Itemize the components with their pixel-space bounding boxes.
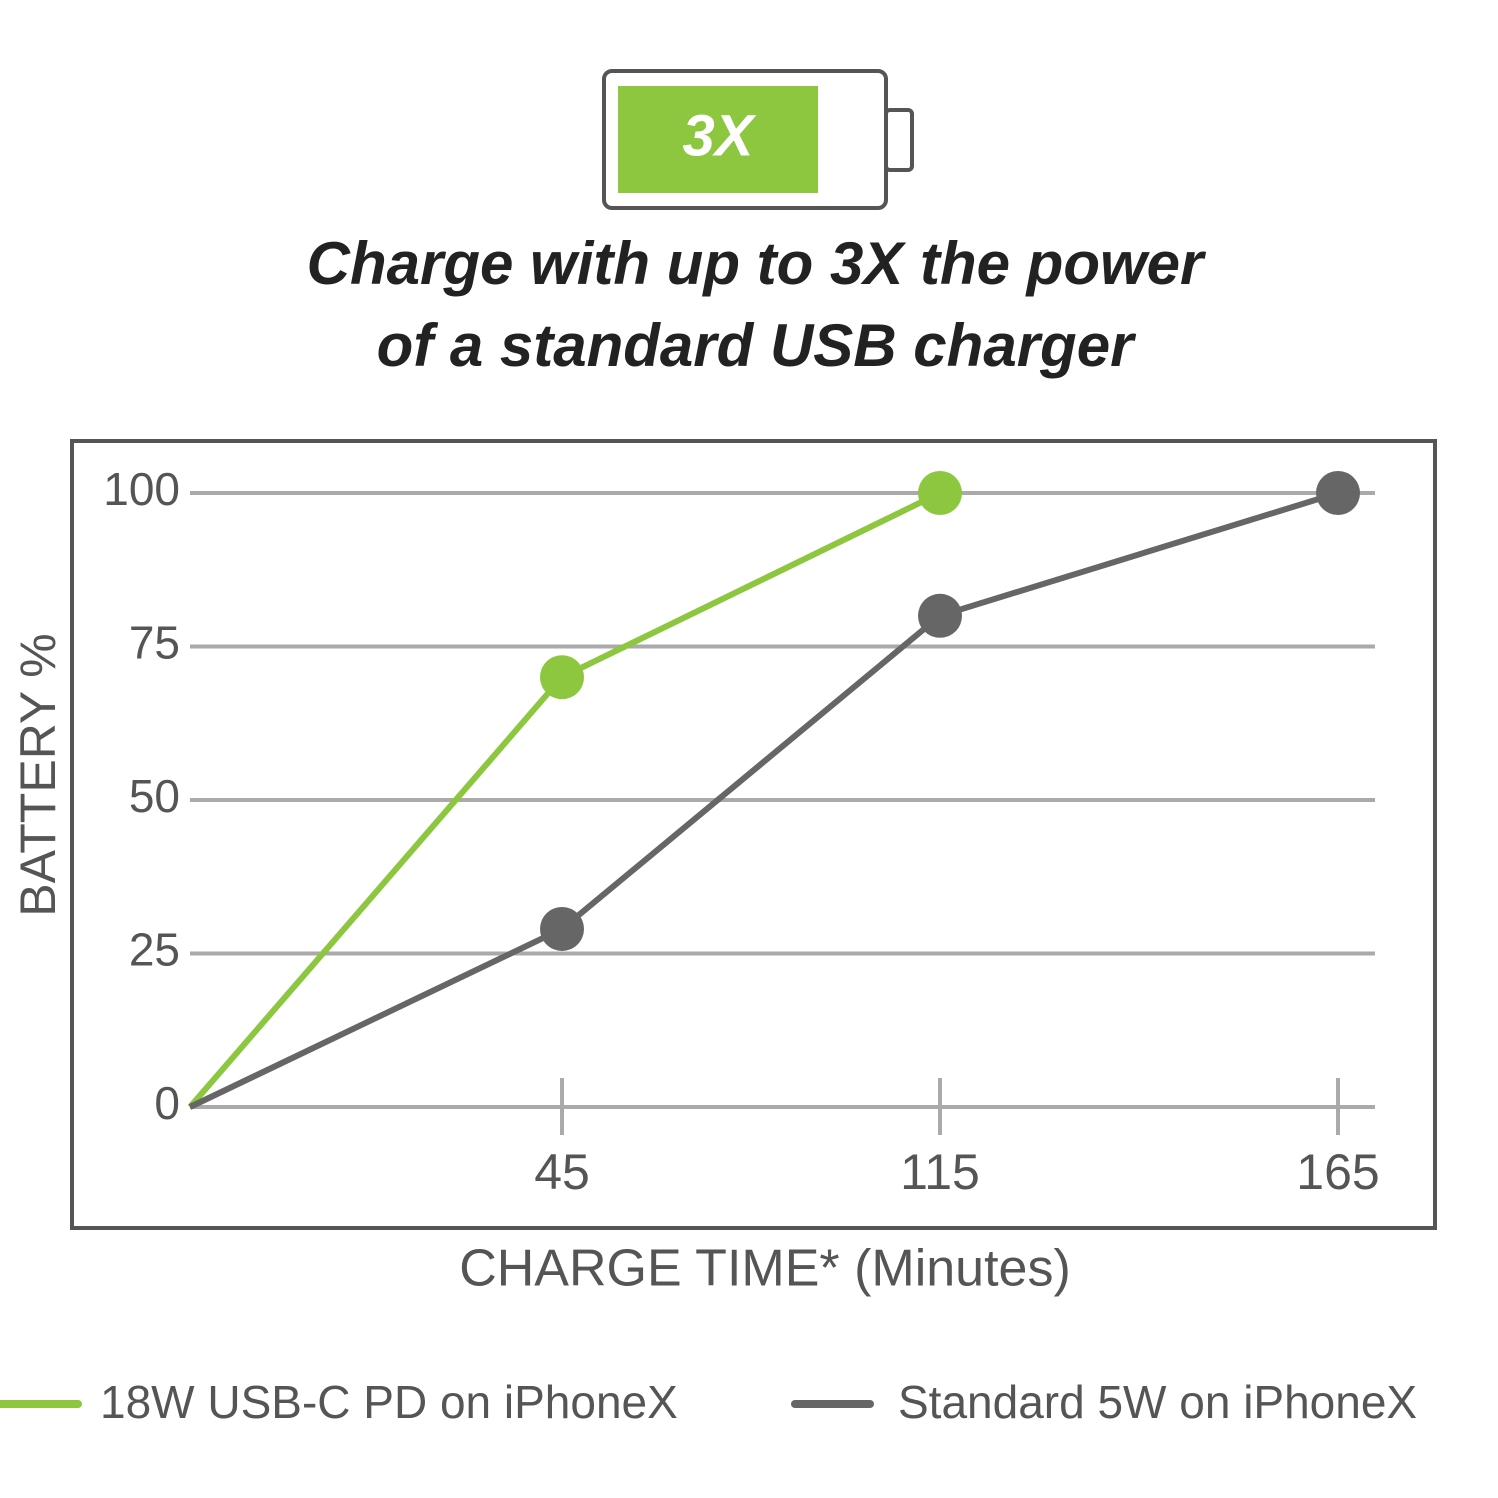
legend-label: Standard 5W on iPhoneX: [898, 1376, 1417, 1428]
point: [540, 906, 584, 951]
y-tick-label: 25: [129, 924, 180, 976]
badge: 3X: [683, 103, 757, 168]
series-line: [188, 490, 1339, 1110]
battery-terminal: [884, 108, 914, 172]
x-axis-title: CHARGE TIME* (Minutes): [459, 1240, 1071, 1298]
point: [540, 655, 584, 700]
point: [918, 471, 962, 515]
plot-frame: [70, 439, 1437, 1230]
x-tick-label: 165: [1296, 1144, 1379, 1200]
chart-title: Charge with up to 3X the power: [307, 230, 1207, 297]
legend-label: 18W USB-C PD on iPhoneX: [100, 1376, 678, 1428]
y-axis-title: BATTERY %: [10, 633, 66, 916]
x-tick-label: 45: [534, 1144, 590, 1200]
point: [918, 593, 962, 638]
y-tick-label: 75: [129, 617, 180, 669]
x-tick-label: 115: [900, 1144, 980, 1200]
point: [1316, 471, 1360, 515]
y-tick-label: 50: [129, 770, 180, 822]
y-tick-label: 100: [103, 463, 180, 515]
y-tick-label: 0: [154, 1077, 180, 1129]
battery-fill: [618, 86, 818, 193]
chart-title: of a standard USB charger: [377, 312, 1138, 379]
